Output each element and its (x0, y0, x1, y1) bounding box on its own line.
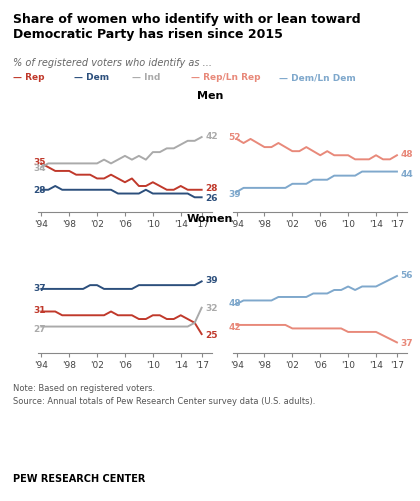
Text: 28: 28 (33, 186, 45, 195)
Text: 39: 39 (205, 276, 218, 285)
Text: Note: Based on registered voters.: Note: Based on registered voters. (13, 383, 155, 392)
Text: Men: Men (197, 91, 223, 101)
Text: % of registered voters who identify as ...: % of registered voters who identify as .… (13, 58, 212, 68)
Text: 35: 35 (33, 158, 45, 167)
Text: — Ind: — Ind (132, 73, 161, 82)
Text: 26: 26 (205, 193, 218, 202)
Text: PEW RESEARCH CENTER: PEW RESEARCH CENTER (13, 473, 145, 483)
Text: 42: 42 (205, 131, 218, 140)
Text: Women: Women (187, 214, 233, 224)
Text: 27: 27 (33, 324, 45, 333)
Text: Source: Annual totals of Pew Research Center survey data (U.S. adults).: Source: Annual totals of Pew Research Ce… (13, 396, 315, 405)
Text: 37: 37 (33, 283, 45, 292)
Text: Share of women who identify with or lean toward
Democratic Party has risen since: Share of women who identify with or lean… (13, 13, 360, 41)
Text: 48: 48 (400, 149, 413, 158)
Text: 52: 52 (228, 133, 241, 142)
Text: 34: 34 (33, 164, 45, 173)
Text: 56: 56 (400, 270, 413, 279)
Text: 28: 28 (205, 184, 218, 193)
Text: — Dem/Ln Dem: — Dem/Ln Dem (279, 73, 356, 82)
Text: 31: 31 (33, 306, 45, 315)
Text: 44: 44 (400, 170, 413, 179)
Text: 48: 48 (228, 298, 241, 307)
Text: 25: 25 (205, 330, 218, 339)
Text: 42: 42 (228, 323, 241, 332)
Text: — Rep: — Rep (13, 73, 44, 82)
Text: 32: 32 (205, 304, 218, 313)
Text: 39: 39 (228, 190, 241, 199)
Text: — Rep/Ln Rep: — Rep/Ln Rep (191, 73, 260, 82)
Text: 37: 37 (400, 338, 413, 347)
Text: — Dem: — Dem (74, 73, 109, 82)
